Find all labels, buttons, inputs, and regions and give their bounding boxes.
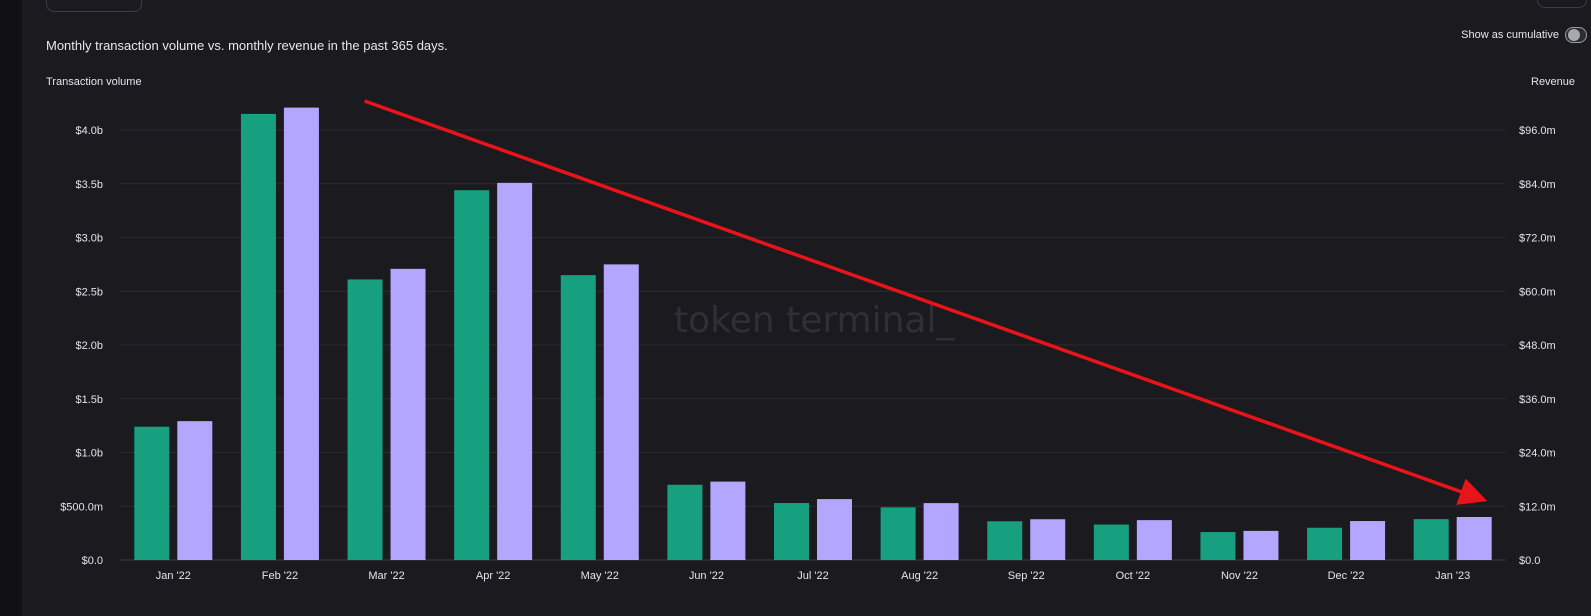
left-tick-label: $1.5b [75, 394, 103, 406]
bar-revenue[interactable] [497, 182, 533, 560]
toggle-knob [1568, 29, 1580, 41]
bar-transaction-volume[interactable] [347, 279, 383, 560]
bar-transaction-volume[interactable] [240, 113, 276, 560]
bar-revenue[interactable] [817, 499, 852, 560]
bar-transaction-volume[interactable] [774, 503, 809, 560]
x-tick-label: Jan '22 [156, 570, 191, 582]
bar-transaction-volume[interactable] [134, 426, 170, 560]
bar-revenue[interactable] [710, 481, 746, 560]
x-tick-label: Jan '23 [1435, 570, 1470, 582]
bar-revenue[interactable] [1456, 517, 1492, 560]
left-tick-label: $3.0b [75, 233, 103, 245]
right-tick-label: $24.0m [1519, 448, 1556, 460]
bar-transaction-volume[interactable] [987, 521, 1023, 560]
right-tick-label: $60.0m [1519, 286, 1556, 298]
left-tick-label: $0.0 [82, 555, 103, 567]
bars [134, 107, 1492, 561]
left-tick-label: $4.0b [75, 125, 103, 137]
x-tick-label: Jul '22 [797, 570, 828, 582]
left-tick-label: $2.0b [75, 340, 103, 352]
right-axis: Revenue $0.0 $12.0m $24.0m $36.0m $48.0m $60.… [1519, 76, 1575, 567]
cumulative-toggle-switch[interactable] [1565, 27, 1587, 43]
right-tick-label: $72.0m [1519, 233, 1556, 245]
bar-revenue[interactable] [1350, 521, 1386, 560]
bar-transaction-volume[interactable] [667, 484, 703, 560]
bar-revenue[interactable] [283, 107, 319, 561]
gridlines [120, 129, 1506, 561]
bar-transaction-volume[interactable] [1200, 532, 1236, 560]
x-tick-label: Sep '22 [1008, 570, 1045, 582]
bar-revenue[interactable] [1136, 520, 1172, 560]
bar-revenue[interactable] [923, 503, 959, 560]
watermark: token terminal_ [674, 300, 955, 341]
left-axis: Transaction volume $0.0 $500.0m $1.0b $1.5b… [46, 76, 142, 567]
x-tick-label: Apr '22 [476, 570, 511, 582]
left-axis-title: Transaction volume [46, 76, 142, 88]
bar-revenue[interactable] [1243, 530, 1279, 560]
bar-revenue[interactable] [177, 421, 213, 560]
bar-revenue[interactable] [603, 264, 639, 560]
right-tick-label: $36.0m [1519, 394, 1556, 406]
cumulative-toggle-label: Show as cumulative [1461, 29, 1559, 41]
left-tick-label: $2.5b [75, 286, 103, 298]
bar-transaction-volume[interactable] [1413, 519, 1449, 560]
x-axis: Jan '22 Feb '22 Mar '22 Apr '22 May '22 Jun '… [156, 570, 1471, 582]
bar-revenue[interactable] [1030, 519, 1066, 560]
x-tick-label: Dec '22 [1328, 570, 1365, 582]
right-tick-label: $84.0m [1519, 179, 1556, 191]
right-tick-label: $12.0m [1519, 501, 1556, 513]
bar-revenue[interactable] [390, 268, 426, 560]
x-tick-label: Feb '22 [262, 570, 298, 582]
x-tick-label: May '22 [581, 570, 619, 582]
bar-transaction-volume[interactable] [1093, 524, 1129, 560]
x-tick-label: Nov '22 [1221, 570, 1258, 582]
chart-title: Monthly transaction volume vs. monthly r… [46, 38, 448, 53]
right-tick-label: $96.0m [1519, 125, 1556, 137]
bar-chart: token terminal_ Transaction volume $0.0 $… [46, 76, 1575, 582]
x-tick-label: Mar '22 [368, 570, 404, 582]
left-tick-label: $500.0m [60, 501, 103, 513]
x-tick-label: Oct '22 [1116, 570, 1151, 582]
trend-arrow [363, 99, 1488, 505]
left-tick-label: $3.5b [75, 179, 103, 191]
top-left-button[interactable] [46, 0, 142, 12]
bar-transaction-volume[interactable] [1307, 527, 1343, 560]
bar-transaction-volume[interactable] [880, 507, 916, 560]
bar-transaction-volume[interactable] [454, 190, 490, 560]
right-axis-title: Revenue [1531, 76, 1575, 88]
cumulative-toggle-group[interactable]: Show as cumulative [1461, 27, 1587, 43]
bar-transaction-volume[interactable] [560, 275, 596, 560]
right-tick-label: $0.0 [1519, 555, 1540, 567]
left-tick-label: $1.0b [75, 448, 103, 460]
x-tick-label: Jun '22 [689, 570, 724, 582]
annotation [363, 99, 1488, 505]
right-tick-label: $48.0m [1519, 340, 1556, 352]
x-tick-label: Aug '22 [901, 570, 938, 582]
